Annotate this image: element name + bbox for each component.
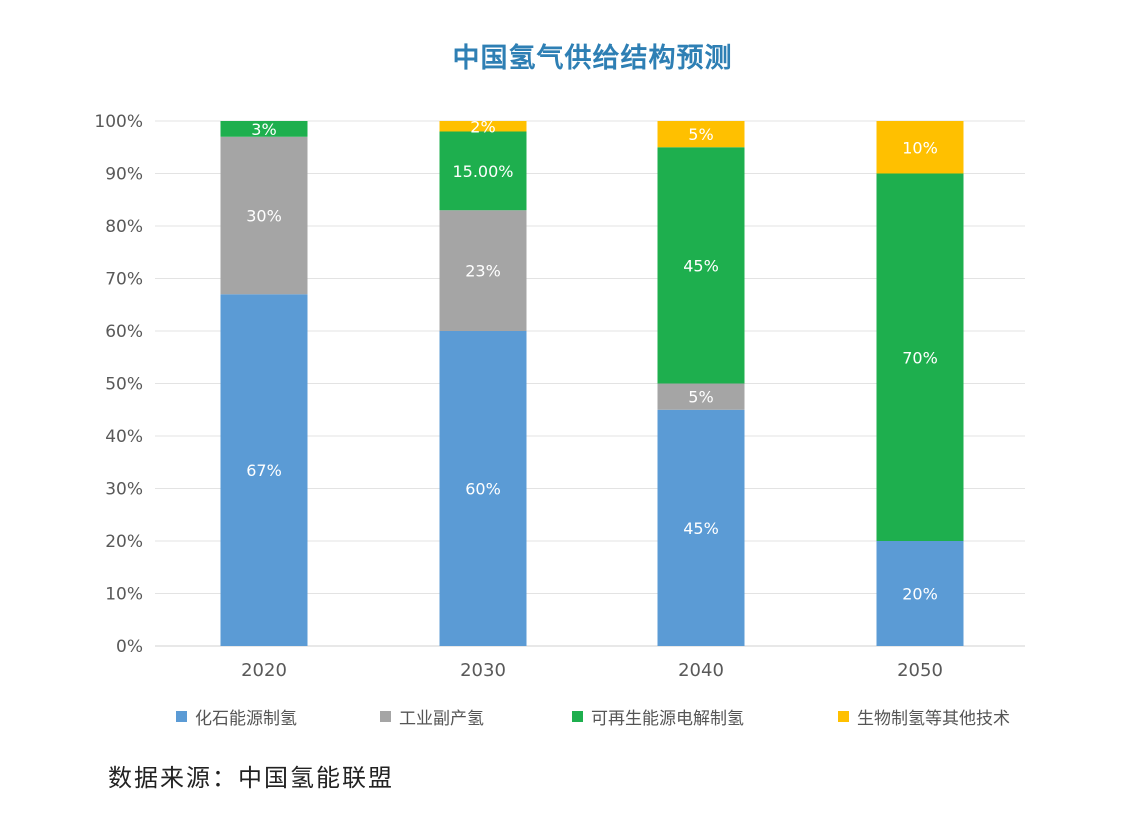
legend-label: 化石能源制氢 [195,709,297,729]
chart-title: 中国氢气供给结构预测 [452,43,733,74]
chart-svg: 0% 10% 20% 30% 40% 50% 60% 70% 80% 90% 100% 67% 30% 3… [94,112,1025,681]
y-tick-label: 100% [94,112,143,132]
legend-item: 工业副产氢 [380,704,484,729]
bar-segment [657,383,745,410]
x-tick-label: 2040 [678,660,724,681]
bar-segment [220,121,308,137]
legend-swatch [176,711,187,722]
data-label: 70% [902,348,938,367]
bar-segment [876,173,964,541]
data-label: 20% [902,585,938,604]
y-tick-label: 0% [116,637,143,657]
legend-item: 生物制氢等其他技术 [838,704,1010,729]
bar-segment [876,541,964,646]
x-tick-label: 2020 [241,660,287,681]
legend-swatch [380,711,391,722]
data-label: 5% [688,125,713,144]
data-label: 60% [465,480,501,499]
y-tick-label: 20% [105,532,143,552]
legend-label: 生物制氢等其他技术 [857,709,1010,729]
data-label: 67% [246,461,282,480]
data-label: 3% [251,120,276,139]
data-label: 30% [246,207,282,226]
x-tick-label: 2030 [460,660,506,681]
y-tick-label: 30% [105,480,143,500]
bar-segment [439,210,527,331]
bar-segment [657,121,745,148]
bar-segment [220,294,308,646]
legend-label: 工业副产氢 [399,709,484,729]
data-label: 5% [688,388,713,407]
legend-label: 可再生能源电解制氢 [591,709,744,729]
data-label: 15.00% [452,162,513,181]
y-tick-label: 40% [105,427,143,447]
legend-item: 化石能源制氢 [176,704,297,729]
bar-segment [220,136,308,295]
y-tick-label: 90% [105,165,143,185]
source-note: 数据来源：中国氢能联盟 [108,764,394,792]
data-label: 23% [465,262,501,281]
data-label: 45% [683,519,719,538]
y-tick-label: 60% [105,322,143,342]
bar-segment [439,131,527,211]
legend-swatch [572,711,583,722]
bar-segment [657,147,745,384]
y-tick-label: 70% [105,270,143,290]
legend-item: 可再生能源电解制氢 [572,704,744,729]
bar-segment [876,121,964,174]
bar-segment [657,409,745,646]
chart-legend: 化石能源制氢 工业副产氢 可再生能源电解制氢 生物制氢等其他技术 [0,704,1125,730]
y-tick-label: 80% [105,217,143,237]
data-label: 10% [902,138,938,157]
x-tick-label: 2050 [897,660,943,681]
data-label: 45% [683,256,719,275]
y-tick-label: 10% [105,585,143,605]
data-label: 2% [470,117,495,136]
bar-segment [439,121,527,132]
legend-swatch [838,711,849,722]
bar-segment [439,331,527,646]
y-tick-label: 50% [105,375,143,395]
